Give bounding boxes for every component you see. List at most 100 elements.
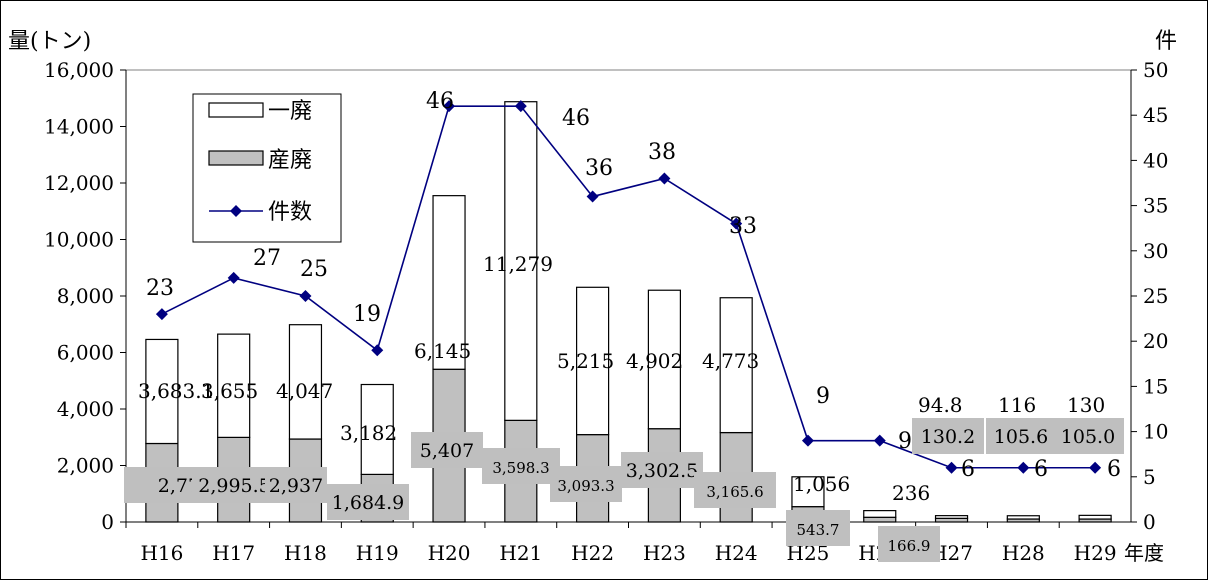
marker-count xyxy=(371,344,384,357)
data-label-count: 33 xyxy=(729,214,757,239)
y-right-tick-label: 45 xyxy=(1143,103,1168,127)
x-tick-label: H21 xyxy=(499,541,542,565)
y-right-tick-label: 35 xyxy=(1143,194,1168,218)
data-label-sanpai-box xyxy=(621,452,703,488)
x-tick-label: H29 xyxy=(1074,541,1117,565)
legend-label-count: 件数 xyxy=(268,200,312,225)
y-left-tick-label: 14,000 xyxy=(44,115,114,139)
y-left-tick-label: 16,000 xyxy=(44,58,114,82)
data-label-count: 9 xyxy=(898,429,912,454)
x-tick-label: H19 xyxy=(356,541,399,565)
data-label-count: 23 xyxy=(146,276,174,301)
x-tick-label: H18 xyxy=(284,541,327,565)
marker-count xyxy=(227,271,240,284)
y-left-tick-label: 0 xyxy=(101,510,114,534)
data-label-count: 6 xyxy=(1034,457,1048,482)
marker-count xyxy=(730,217,743,230)
y-right-tick-label: 40 xyxy=(1143,148,1168,172)
x-tick-label: H23 xyxy=(643,541,686,565)
y-right-tick-label: 0 xyxy=(1143,510,1156,534)
data-label-ippai: 6,145 xyxy=(414,339,471,363)
data-label-sanpai-box xyxy=(986,418,1056,454)
data-label-ippai: 3,182 xyxy=(340,421,397,445)
data-label-sanpai-box xyxy=(482,448,560,484)
data-label-count: 25 xyxy=(300,257,328,282)
data-label-sanpai-box xyxy=(327,484,409,520)
bar-ippai xyxy=(360,383,394,476)
data-label-sanpai: 130.2 xyxy=(921,426,975,448)
data-label-ippai: 5,215 xyxy=(557,349,614,373)
data-label-count: 46 xyxy=(562,106,590,131)
y-right-tick-label: 20 xyxy=(1143,329,1168,353)
data-label-count: 19 xyxy=(353,302,381,327)
data-label-sanpai: 166.9 xyxy=(888,537,931,555)
y-left-tick-label: 10,000 xyxy=(44,228,114,252)
y-right-tick-label: 50 xyxy=(1143,58,1168,82)
x-tick-label: H17 xyxy=(212,541,255,565)
marker-count xyxy=(514,100,527,113)
bar-ippai xyxy=(934,515,969,519)
data-label-sanpai-box xyxy=(878,526,940,562)
data-label-count: 36 xyxy=(585,156,613,181)
data-label-ippai: 116 xyxy=(998,393,1036,417)
data-label-count: 46 xyxy=(426,89,454,114)
y-right-tick-label: 15 xyxy=(1143,374,1168,398)
data-label-ippai: 11,279 xyxy=(483,252,553,276)
data-label-sanpai-box xyxy=(192,467,277,503)
data-label-sanpai: 543.7 xyxy=(797,521,840,539)
y-left-tick-label: 6,000 xyxy=(57,341,114,365)
bar-ippai xyxy=(863,510,897,518)
data-label-ippai: 3,655 xyxy=(201,379,258,403)
data-label-sanpai-box xyxy=(786,510,850,546)
legend-label-sanpai: 産廃 xyxy=(268,148,312,173)
data-label-ippai: 1,056 xyxy=(793,472,850,496)
data-label-sanpai: 3,598.3 xyxy=(492,459,549,477)
bar-ippai xyxy=(217,333,251,438)
bar-ippai xyxy=(576,286,610,436)
marker-count xyxy=(443,100,456,113)
y-right-axis-title: 件 xyxy=(1155,29,1177,54)
data-label-ippai: 3,683.1 xyxy=(138,379,214,403)
data-label-sanpai: 105.0 xyxy=(1061,426,1115,448)
marker-count xyxy=(658,172,671,185)
data-label-ippai: 236 xyxy=(892,481,930,505)
data-label-count: 6 xyxy=(961,457,975,482)
data-label-ippai: 130 xyxy=(1067,393,1105,417)
y-left-tick-label: 2,000 xyxy=(57,454,114,478)
data-label-sanpai-box xyxy=(694,472,776,508)
y-right-tick-label: 30 xyxy=(1143,239,1168,263)
data-label-sanpai: 3,093.3 xyxy=(557,477,614,495)
data-label-sanpai: 2,937 xyxy=(269,475,323,497)
data-label-ippai: 4,902 xyxy=(626,349,683,373)
marker-count xyxy=(155,308,168,321)
data-label-ippai: 4,773 xyxy=(702,349,759,373)
y-right-tick-label: 10 xyxy=(1143,420,1168,444)
bar-ippai xyxy=(1078,514,1112,520)
data-label-ippai: 4,047 xyxy=(276,379,333,403)
line-count xyxy=(161,105,1096,469)
y-left-axis-title: 量(トン) xyxy=(8,29,91,54)
data-label-sanpai: 5,407 xyxy=(420,440,474,462)
bar-ippai xyxy=(288,324,323,440)
bar-ippai xyxy=(1006,515,1040,520)
marker-count xyxy=(873,434,886,447)
data-label-sanpai-box xyxy=(265,467,327,503)
legend-label-ippai: 一廃 xyxy=(268,99,312,124)
data-label-sanpai-box xyxy=(411,432,483,468)
data-label-ippai: 94.8 xyxy=(918,393,963,417)
legend-swatch-ippai xyxy=(208,102,264,118)
y-left-tick-label: 8,000 xyxy=(57,284,114,308)
data-label-sanpai: 3,302.5 xyxy=(626,460,699,482)
y-right-tick-label: 5 xyxy=(1143,465,1156,489)
legend-swatch-sanpai xyxy=(208,150,264,166)
data-label-sanpai-box xyxy=(912,418,984,454)
bar-ippai xyxy=(791,476,825,508)
marker-count xyxy=(945,461,958,474)
data-label-count: 6 xyxy=(1107,457,1121,482)
x-tick-label: H20 xyxy=(428,541,471,565)
x-tick-label: H22 xyxy=(571,541,614,565)
x-tick-label: H24 xyxy=(715,541,758,565)
